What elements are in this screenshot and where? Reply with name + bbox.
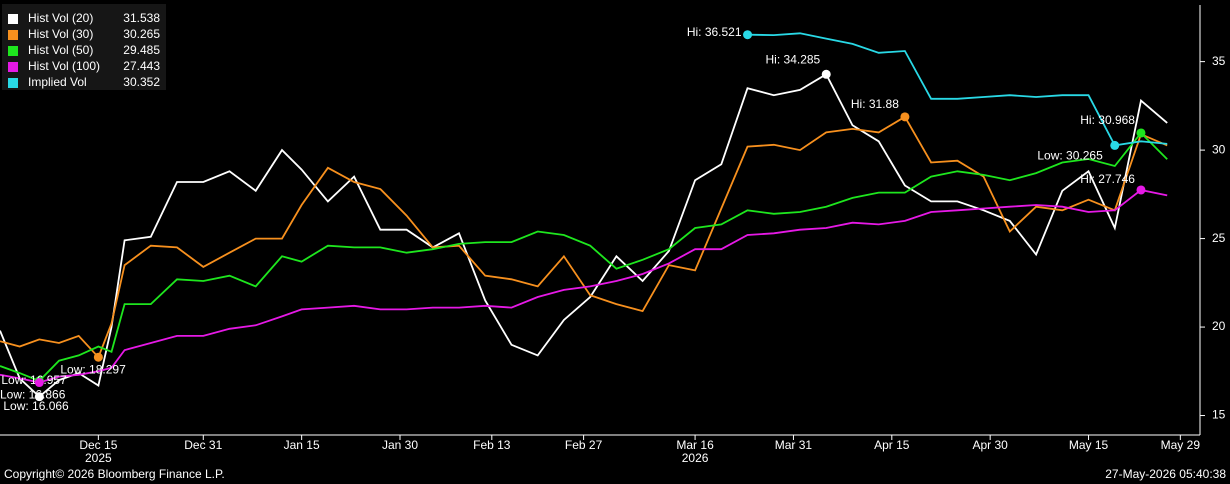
y-tick-label: 15: [1212, 408, 1226, 422]
extreme-label: Low: 16.957: [1, 373, 67, 387]
extreme-label: Low: 16.066: [3, 399, 69, 413]
legend-value: 30.352: [123, 75, 160, 89]
x-tick-label: Apr 30: [972, 438, 1008, 452]
x-year-label: 2026: [682, 451, 709, 465]
legend-swatch: [8, 62, 18, 72]
series-line: [747, 32, 1168, 147]
extreme-marker: [900, 112, 910, 122]
y-tick-label: 20: [1212, 319, 1226, 333]
x-tick-label: May 15: [1069, 438, 1109, 452]
x-tick-label: Apr 15: [874, 438, 910, 452]
series-line: [0, 189, 1168, 384]
x-tick-label: May 29: [1161, 438, 1201, 452]
extreme-marker: [821, 69, 831, 79]
x-tick-label: Feb 13: [473, 438, 511, 452]
legend-box: [2, 4, 166, 90]
timestamp: 27-May-2026 05:40:38: [1105, 467, 1226, 481]
extreme-marker: [1136, 185, 1146, 195]
legend-value: 27.443: [123, 59, 160, 73]
extreme-marker: [1136, 128, 1146, 138]
series-line: [0, 73, 1168, 398]
y-tick-label: 35: [1212, 54, 1226, 68]
legend-swatch: [8, 14, 18, 24]
legend-swatch: [8, 30, 18, 40]
legend-label: Hist Vol (20): [28, 11, 93, 25]
extreme-marker: [743, 30, 753, 40]
legend-label: Hist Vol (50): [28, 43, 93, 57]
copyright: Copyright© 2026 Bloomberg Finance L.P.: [4, 467, 225, 481]
series-line: [0, 115, 1168, 359]
legend-value: 30.265: [123, 27, 160, 41]
x-tick-label: Jan 15: [284, 438, 320, 452]
x-tick-label: Mar 16: [676, 438, 714, 452]
x-tick-label: Mar 31: [775, 438, 813, 452]
extreme-label: Hi: 31.88: [851, 97, 899, 111]
legend-value: 29.485: [123, 43, 160, 57]
extreme-marker: [34, 378, 44, 388]
legend-swatch: [8, 46, 18, 56]
legend: Hist Vol (20) 31.538 Hist Vol (30) 30.265 Hi…: [2, 4, 166, 90]
legend-label: Hist Vol (100): [28, 59, 100, 73]
extreme-marker: [1110, 140, 1120, 150]
x-year-label: 2025: [85, 451, 112, 465]
extreme-label: Low: 18.297: [60, 362, 126, 376]
y-tick-label: 25: [1212, 231, 1226, 245]
extreme-label: Hi: 30.968: [1080, 113, 1135, 127]
x-tick-label: Dec 15: [79, 438, 117, 452]
extreme-label: Low: 30.265: [1037, 149, 1103, 163]
legend-swatch: [8, 78, 18, 88]
x-tick-label: Jan 30: [382, 438, 418, 452]
legend-label: Hist Vol (30): [28, 27, 93, 41]
legend-label: Implied Vol: [28, 75, 87, 89]
extreme-marker: [93, 352, 103, 362]
extreme-label: Hi: 27.746: [1080, 172, 1135, 186]
extreme-label: Hi: 34.285: [766, 52, 821, 66]
extreme-label: Low: 16.866: [0, 388, 66, 402]
extreme-marker: [34, 392, 44, 402]
extreme-label: Hi: 36.521: [687, 25, 742, 39]
x-tick-label: Dec 31: [184, 438, 222, 452]
series-line: [0, 131, 1168, 382]
y-tick-label: 30: [1212, 142, 1226, 156]
legend-value: 31.538: [123, 11, 160, 25]
x-tick-label: Feb 27: [565, 438, 603, 452]
